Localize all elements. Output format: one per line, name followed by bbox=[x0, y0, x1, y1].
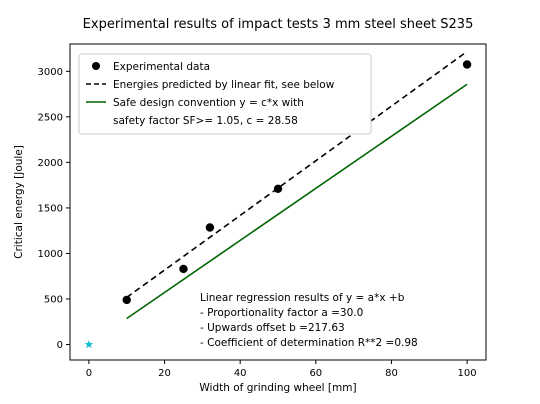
data-point bbox=[462, 60, 472, 69]
y-tick-label: 0 bbox=[57, 340, 63, 351]
legend: Experimental data Energies predicted by … bbox=[78, 53, 372, 135]
y-tick-label: 2500 bbox=[38, 112, 63, 123]
data-point bbox=[273, 184, 283, 193]
plot-frame bbox=[69, 43, 487, 361]
data-point bbox=[205, 223, 215, 232]
annotation-line-3: - Upwards offset b =217.63 bbox=[200, 322, 345, 334]
series-layer bbox=[126, 50, 468, 320]
y-tick-label: 1000 bbox=[38, 249, 63, 260]
origin-star-point bbox=[84, 340, 94, 349]
data-point bbox=[179, 264, 188, 274]
safe-design-line bbox=[126, 83, 468, 320]
y-tick-label: 2000 bbox=[38, 158, 63, 169]
annotation-line-1: Linear regression results of y = a*x +b bbox=[200, 292, 405, 304]
legend-label-fit: Energies predicted by linear fit, see be… bbox=[113, 79, 335, 91]
x-axis-label: Width of grinding wheel [mm] bbox=[199, 382, 356, 394]
regression-annotation: Linear regression results of y = a*x +b … bbox=[200, 292, 418, 349]
x-tick-label: 20 bbox=[158, 368, 171, 379]
legend-box bbox=[78, 53, 372, 135]
x-tick-label: 80 bbox=[385, 368, 398, 379]
x-tick-label: 60 bbox=[309, 368, 322, 379]
y-tick-label: 3000 bbox=[38, 67, 63, 78]
y-axis-label: Critical energy [Joule] bbox=[13, 145, 25, 259]
legend-marker-experimental bbox=[92, 62, 100, 70]
y-tick-label: 500 bbox=[44, 294, 63, 305]
y-tick-label: 1500 bbox=[38, 203, 63, 214]
x-tick-label: 100 bbox=[458, 368, 477, 379]
x-axis: 0 20 40 60 80 100 bbox=[86, 360, 477, 379]
x-tick-label: 40 bbox=[234, 368, 247, 379]
annotation-line-2: - Proportionality factor a =30.0 bbox=[200, 307, 363, 319]
legend-label-experimental: Experimental data bbox=[113, 61, 210, 73]
y-axis: 0 500 1000 1500 2000 2500 3000 bbox=[38, 67, 70, 351]
legend-label-safe: Safe design convention y = c*x with bbox=[113, 97, 304, 109]
chart-title: Experimental results of impact tests 3 m… bbox=[83, 17, 474, 32]
data-point bbox=[122, 295, 131, 305]
legend-label-safe-line2: safety factor SF>= 1.05, c = 28.58 bbox=[113, 115, 298, 127]
annotation-line-4: - Coefficient of determination R**2 =0.9… bbox=[200, 337, 418, 349]
x-tick-label: 0 bbox=[86, 368, 92, 379]
